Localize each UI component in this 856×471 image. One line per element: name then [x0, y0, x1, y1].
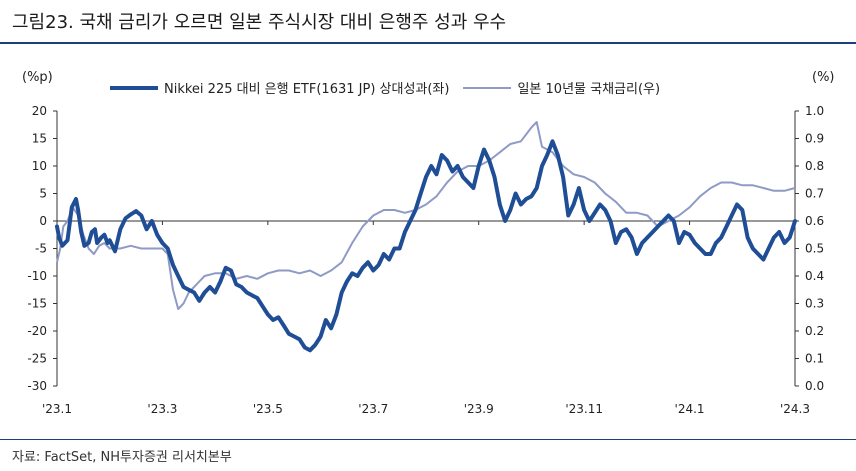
x-tick-label: '23.3: [147, 402, 177, 416]
right-tick-label: 0.5: [805, 242, 824, 256]
legend-swatch-jgb-yield: [463, 86, 512, 89]
right-tick-label: 0.4: [805, 269, 824, 283]
bottom-divider: [0, 439, 856, 440]
right-tick-label: 1.0: [805, 104, 824, 118]
left-tick-label: 0: [39, 214, 47, 228]
left-tick-label: -15: [27, 297, 47, 311]
right-tick-label: 0.2: [805, 324, 824, 338]
x-tick-label: '23.1: [42, 402, 72, 416]
title-divider: [0, 42, 856, 44]
legend-item-jgb-yield: 일본 10년물 국채금리(우): [463, 78, 660, 97]
left-tick-label: -25: [27, 352, 47, 366]
left-tick-label: 5: [39, 187, 47, 201]
left-axis-unit: (%p): [22, 70, 53, 85]
legend-label-jgb-yield: 일본 10년물 국채금리(우): [517, 82, 661, 97]
x-tick-label: '24.3: [780, 402, 810, 416]
x-tick-label: '23.9: [464, 402, 494, 416]
x-tick-label: '23.5: [253, 402, 283, 416]
left-tick-label: 15: [32, 132, 47, 146]
chart-legend: Nikkei 225 대비 은행 ETF(1631 JP) 상대성과(좌) 일본…: [110, 78, 660, 97]
left-tick-label: -20: [27, 324, 47, 338]
right-axis-unit: (%): [812, 70, 835, 85]
left-tick-label: -5: [35, 242, 47, 256]
x-tick-label: '23.11: [565, 402, 603, 416]
left-tick-label: -10: [27, 269, 47, 283]
source-note: 자료: FactSet, NH투자증권 리서치본부: [12, 450, 232, 465]
right-tick-label: 0.0: [805, 379, 824, 393]
right-tick-label: 0.3: [805, 297, 824, 311]
chart-title: 그림23. 국채 금리가 오르면 일본 주식시장 대비 은행주 성과 우수: [12, 12, 507, 33]
right-tick-label: 0.8: [805, 159, 824, 173]
left-tick-label: 10: [32, 159, 47, 173]
right-tick-label: 0.9: [805, 132, 824, 146]
right-tick-label: 0.1: [805, 352, 824, 366]
series-line-bank-etf: [55, 139, 797, 353]
legend-item-bank-etf: Nikkei 225 대비 은행 ETF(1631 JP) 상대성과(좌): [110, 78, 449, 97]
legend-label-bank-etf: Nikkei 225 대비 은행 ETF(1631 JP) 상대성과(좌): [164, 82, 450, 97]
left-tick-label: -30: [27, 379, 47, 393]
left-tick-label: 20: [32, 104, 47, 118]
x-tick-label: '23.7: [358, 402, 388, 416]
x-tick-label: '24.1: [675, 402, 705, 416]
series-line-jgb-yield: [56, 121, 796, 310]
right-tick-label: 0.7: [805, 187, 824, 201]
right-tick-label: 0.6: [805, 214, 824, 228]
legend-swatch-bank-etf: [110, 85, 158, 90]
